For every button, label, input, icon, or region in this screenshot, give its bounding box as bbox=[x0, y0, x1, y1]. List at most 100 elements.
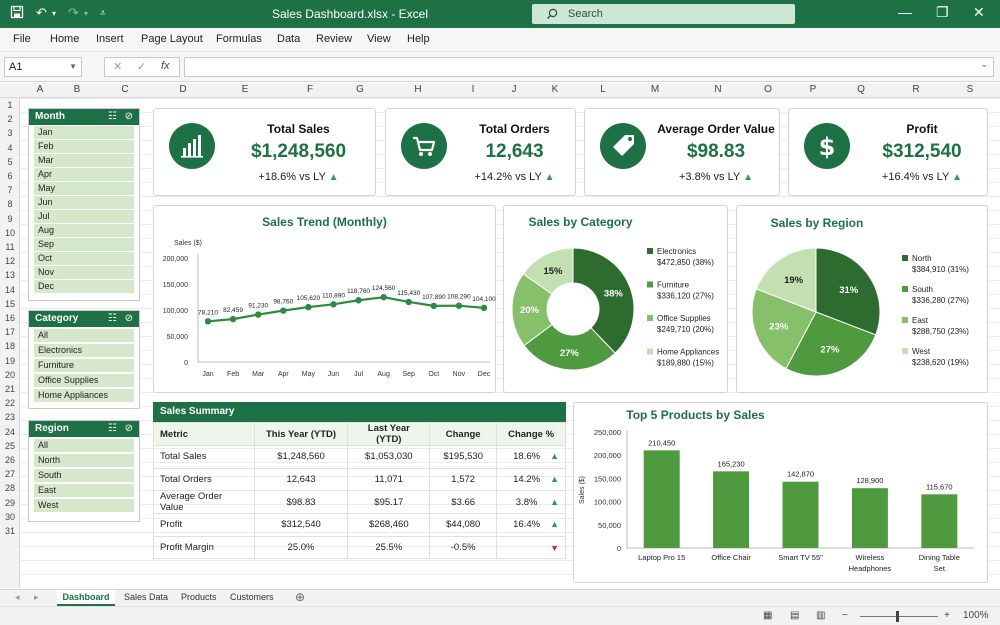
column-header[interactable]: D bbox=[179, 84, 187, 95]
slicer-item[interactable]: North bbox=[34, 454, 134, 467]
slicer-item[interactable]: Apr bbox=[34, 168, 134, 181]
row-header[interactable]: 22 bbox=[4, 398, 15, 409]
normal-view-icon[interactable]: ▦ bbox=[763, 610, 773, 621]
slicer-item[interactable]: Jul bbox=[34, 210, 134, 223]
row-header[interactable]: 25 bbox=[4, 440, 15, 451]
row-header[interactable]: 10 bbox=[4, 227, 15, 238]
menu-formulas[interactable]: Formulas bbox=[216, 33, 262, 45]
page-layout-view-icon[interactable]: ▤ bbox=[790, 610, 800, 621]
save-icon[interactable] bbox=[10, 5, 24, 22]
row-header[interactable]: 31 bbox=[4, 526, 15, 536]
row-header[interactable]: 14 bbox=[4, 284, 15, 295]
row-header[interactable]: 9 bbox=[7, 213, 13, 224]
slicer-item[interactable]: West bbox=[34, 499, 134, 512]
slicer-item[interactable]: Oct bbox=[34, 252, 134, 265]
row-header[interactable]: 2 bbox=[7, 114, 13, 125]
clear-filter-icon[interactable]: ⊘ bbox=[124, 111, 133, 122]
column-header[interactable]: K bbox=[551, 84, 559, 95]
undo-dropdown-icon[interactable]: ▾ bbox=[52, 9, 57, 18]
column-header[interactable]: F bbox=[306, 84, 314, 95]
name-box[interactable]: A1 ▼ bbox=[4, 57, 82, 77]
redo-dropdown-icon[interactable]: ▾ bbox=[84, 9, 89, 18]
column-header[interactable]: L bbox=[600, 84, 606, 95]
slicer-item[interactable]: Mar bbox=[34, 154, 134, 167]
menu-page-layout[interactable]: Page Layout bbox=[141, 33, 203, 45]
clear-filter-icon[interactable]: ⊘ bbox=[124, 313, 133, 324]
menu-data[interactable]: Data bbox=[277, 33, 301, 45]
row-header[interactable]: 13 bbox=[4, 270, 15, 281]
slicer-item[interactable]: Home Appliances bbox=[34, 389, 134, 402]
slicer-item[interactable]: Electronics bbox=[34, 344, 134, 357]
row-header[interactable]: 8 bbox=[7, 199, 13, 210]
column-header[interactable]: B bbox=[73, 84, 81, 95]
slicer-item[interactable]: Furniture bbox=[34, 359, 134, 372]
column-header[interactable]: Q bbox=[857, 84, 865, 95]
column-header[interactable]: S bbox=[966, 84, 974, 95]
menu-view[interactable]: View bbox=[367, 33, 391, 45]
row-header[interactable]: 27 bbox=[4, 469, 15, 480]
column-header[interactable]: A bbox=[36, 84, 44, 95]
multi-select-icon[interactable]: ☷ bbox=[108, 111, 117, 122]
row-header[interactable]: 18 bbox=[4, 341, 15, 352]
row-header[interactable]: 16 bbox=[4, 313, 15, 323]
row-header[interactable]: 29 bbox=[4, 497, 15, 508]
column-header[interactable]: E bbox=[241, 84, 249, 95]
customize-toolbar-icon[interactable]: ⩡ bbox=[100, 8, 106, 19]
formula-input[interactable]: ⌄ bbox=[184, 57, 994, 77]
minimize-icon[interactable]: — bbox=[898, 4, 912, 20]
row-header[interactable]: 11 bbox=[5, 242, 15, 252]
zoom-slider[interactable] bbox=[860, 616, 938, 617]
zoom-in-icon[interactable]: + bbox=[944, 610, 950, 621]
search-box[interactable]: Search bbox=[532, 4, 795, 24]
column-header[interactable]: I bbox=[471, 84, 475, 95]
row-header[interactable]: 26 bbox=[4, 455, 15, 465]
expand-formula-icon[interactable]: ⌄ bbox=[980, 59, 988, 69]
row-header[interactable]: 23 bbox=[4, 412, 15, 423]
page-break-view-icon[interactable]: ▥ bbox=[816, 610, 826, 621]
row-header[interactable]: 6 bbox=[7, 171, 13, 181]
slicer-item[interactable]: All bbox=[34, 329, 134, 342]
menu-review[interactable]: Review bbox=[316, 33, 353, 45]
menu-help[interactable]: Help bbox=[407, 33, 430, 45]
sheet-tab-sales-data[interactable]: Sales Data bbox=[124, 592, 169, 602]
slicer-item[interactable]: May bbox=[34, 182, 134, 195]
row-header[interactable]: 30 bbox=[4, 511, 15, 522]
slicer-item[interactable]: Aug bbox=[34, 224, 134, 237]
row-header[interactable]: 17 bbox=[4, 327, 15, 338]
slicer-item[interactable]: Feb bbox=[34, 140, 134, 153]
close-icon[interactable]: ✕ bbox=[973, 4, 985, 20]
row-header[interactable]: 3 bbox=[7, 128, 13, 139]
slicer-item[interactable]: South bbox=[34, 469, 134, 482]
scroll-left-icon[interactable]: ◂ bbox=[15, 592, 20, 602]
column-header[interactable]: O bbox=[764, 84, 772, 95]
row-header[interactable]: 19 bbox=[4, 355, 15, 366]
chevron-down-icon[interactable]: ▼ bbox=[69, 62, 77, 71]
slicer-item[interactable]: East bbox=[34, 484, 134, 497]
sheet-tab-dashboard[interactable]: Dashboard bbox=[57, 590, 115, 606]
row-header[interactable]: 24 bbox=[4, 426, 15, 437]
column-header[interactable]: R bbox=[912, 84, 920, 95]
slicer-item[interactable]: Jun bbox=[34, 196, 134, 209]
sheet-tab-products[interactable]: Products bbox=[181, 592, 217, 602]
row-header[interactable]: 5 bbox=[7, 156, 13, 167]
column-header[interactable]: G bbox=[356, 84, 364, 95]
slicer-item[interactable]: Dec bbox=[34, 280, 134, 293]
undo-icon[interactable]: ↶ bbox=[36, 5, 47, 20]
zoom-level[interactable]: 100% bbox=[963, 610, 989, 621]
enter-icon[interactable]: ✓ bbox=[137, 61, 147, 73]
row-header[interactable]: 12 bbox=[4, 256, 15, 267]
row-header[interactable]: 20 bbox=[4, 369, 15, 380]
column-header[interactable]: H bbox=[414, 84, 422, 95]
cancel-icon[interactable]: ✕ bbox=[113, 61, 123, 73]
sheet-tab-customers[interactable]: Customers bbox=[230, 592, 274, 602]
redo-icon[interactable]: ↷ bbox=[68, 5, 79, 20]
column-header[interactable]: N bbox=[714, 84, 722, 95]
slicer-item[interactable]: All bbox=[34, 439, 134, 452]
column-header[interactable]: C bbox=[121, 84, 129, 95]
row-header[interactable]: 7 bbox=[7, 185, 13, 196]
column-header[interactable]: M bbox=[650, 84, 660, 95]
zoom-slider-thumb[interactable] bbox=[896, 611, 899, 622]
row-header[interactable]: 28 bbox=[4, 483, 15, 494]
restore-icon[interactable]: ❐ bbox=[936, 4, 949, 20]
column-header[interactable]: J bbox=[511, 84, 517, 95]
